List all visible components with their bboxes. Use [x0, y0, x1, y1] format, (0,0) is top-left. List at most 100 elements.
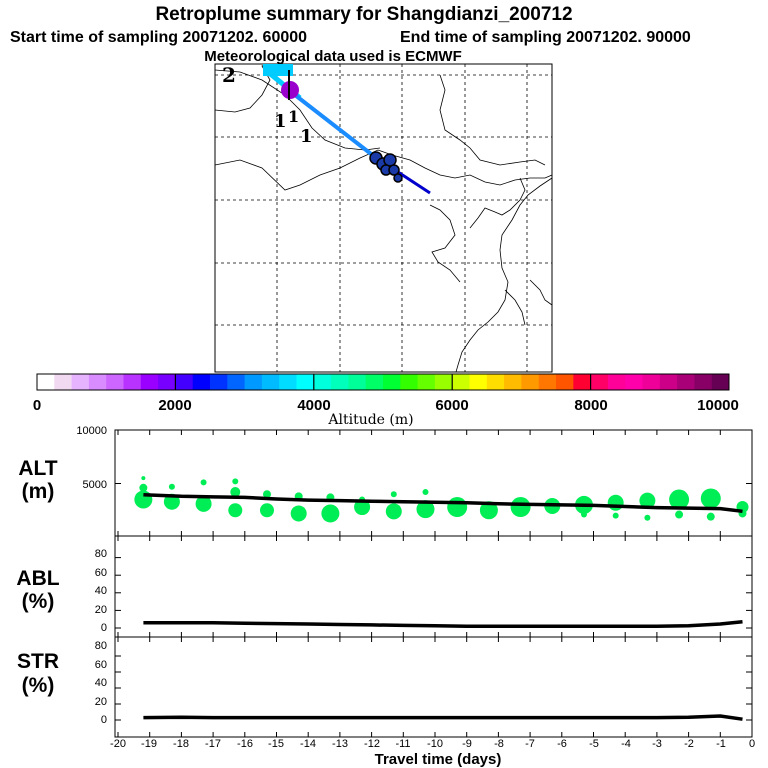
- colorbar-tick-label: 10000: [697, 397, 739, 414]
- colorbar-swatch: [227, 374, 245, 390]
- time-series-panels: [114, 429, 753, 738]
- colorbar-tick-label: 4000: [297, 397, 330, 414]
- map-number-label: 1: [300, 126, 313, 147]
- x-tick-label: -16: [237, 738, 253, 750]
- altitude-plume-dot: [644, 514, 651, 521]
- colorbar-swatch: [123, 374, 142, 390]
- x-tick-label: -19: [141, 738, 157, 750]
- altitude-plume-dot: [232, 478, 239, 485]
- str-y-tick-label: 20: [95, 696, 107, 708]
- altitude-plume-dot: [321, 504, 340, 523]
- abl-y-tick-label: 40: [95, 585, 107, 597]
- x-tick-labels: -20 -19 -18 -17 -16 -15 -14 -13 -12 -11 …: [110, 738, 755, 750]
- colorbar-swatch: [71, 374, 90, 390]
- altitude-plume-dot: [262, 490, 271, 499]
- altitude-plume-dot: [580, 511, 587, 518]
- end-time-label: End time of sampling 20071202. 90000: [400, 29, 691, 46]
- altitude-plume-dot: [139, 483, 148, 492]
- alt-panel-unit: (m): [22, 480, 55, 503]
- x-tick-label: -20: [110, 738, 126, 750]
- colorbar-swatch: [244, 374, 263, 390]
- str-y-tick-label: 40: [95, 677, 107, 689]
- colorbar-swatch: [486, 374, 505, 390]
- plume-segment-mid: [293, 93, 377, 159]
- abl-series-line: [143, 620, 743, 628]
- colorbar-swatch: [296, 374, 315, 390]
- trajectory-map: 2 1 1 1: [214, 63, 553, 373]
- colorbar-swatch: [400, 374, 418, 390]
- colorbar-swatch: [37, 374, 55, 390]
- colorbar-swatch: [210, 374, 228, 390]
- colorbar-tick-label: 6000: [435, 397, 468, 414]
- altitude-colorbar: [36, 373, 730, 391]
- altitude-plume-dot: [390, 491, 397, 498]
- colorbar-swatch: [417, 374, 436, 390]
- str-y-tick-label: 60: [95, 659, 107, 671]
- alt-panel-label: ALT: [18, 457, 57, 480]
- colorbar-swatch: [711, 374, 730, 390]
- colorbar-swatch: [106, 374, 124, 390]
- x-axis-title: Travel time (days): [375, 751, 502, 768]
- altitude-plume-dot: [669, 489, 690, 510]
- x-tick-label: -7: [525, 738, 535, 750]
- altitude-plume-dot: [607, 494, 624, 511]
- altitude-plume-dot: [479, 501, 498, 520]
- colorbar-swatch: [659, 374, 678, 390]
- x-tick-label: -12: [364, 738, 380, 750]
- altitude-plume-dot: [385, 503, 402, 520]
- altitude-plume-dot: [422, 489, 429, 496]
- chart-marks: [115, 429, 753, 737]
- colorbar-swatch: [607, 374, 626, 390]
- str-panel-label: STR: [17, 650, 59, 673]
- x-tick-label: -10: [427, 738, 443, 750]
- colorbar-swatch: [192, 374, 211, 390]
- str-y-tick-label: 80: [95, 640, 107, 652]
- map-number-label: 1: [288, 107, 299, 126]
- meteorological-data-label: Meteorological data used is ECMWF: [204, 48, 462, 65]
- altitude-plume-dot: [259, 503, 274, 518]
- colorbar-swatch: [54, 374, 72, 390]
- alt-y-tick-label: 10000: [76, 425, 107, 437]
- x-tick-label: -8: [494, 738, 504, 750]
- map-number-label: 2: [222, 63, 236, 87]
- colorbar-swatch: [261, 374, 280, 390]
- colorbar-swatch: [279, 374, 297, 390]
- abl-y-tick-label: 20: [95, 604, 107, 616]
- altitude-plume-dot: [141, 476, 146, 481]
- colorbar-swatch: [383, 374, 401, 390]
- colorbar-swatch: [469, 374, 488, 390]
- colorbar-swatch: [573, 374, 591, 390]
- str-series-line: [143, 714, 743, 721]
- colorbar-frame: [36, 373, 730, 391]
- x-tick-label: -1: [716, 738, 726, 750]
- altitude-plume-dot: [447, 497, 468, 518]
- x-tick-label: 0: [749, 738, 755, 750]
- x-tick-label: -14: [300, 738, 316, 750]
- abl-panel-label: ABL: [16, 567, 59, 590]
- colorbar-swatch: [556, 374, 574, 390]
- colorbar-swatch: [313, 374, 332, 390]
- abl-y-tick-label: 80: [95, 548, 107, 560]
- x-tick-label: -4: [621, 738, 631, 750]
- x-tick-label: -6: [557, 738, 567, 750]
- altitude-plume-dot: [195, 495, 212, 512]
- x-tick-label: -17: [205, 738, 221, 750]
- altitude-plume-dot: [168, 483, 175, 490]
- colorbar-tick-label: 0: [33, 397, 41, 414]
- colorbar-swatch: [521, 374, 540, 390]
- map-frame: [214, 63, 553, 373]
- colorbar-swatch: [677, 374, 695, 390]
- altitude-plume-dot: [700, 488, 721, 509]
- panels-frame: [114, 429, 753, 738]
- colorbar-swatch: [538, 374, 557, 390]
- colorbar-swatch: [88, 374, 107, 390]
- abl-y-tick-label: 60: [95, 567, 107, 579]
- altitude-plume-dot: [230, 487, 241, 498]
- colorbar-tick-label: 2000: [158, 397, 191, 414]
- map-borders: [214, 63, 553, 373]
- altitude-plume-dot: [675, 510, 684, 519]
- colorbar-title: Altitude (m): [327, 412, 413, 428]
- colorbar-swatch: [590, 374, 609, 390]
- x-tick-label: -2: [684, 738, 694, 750]
